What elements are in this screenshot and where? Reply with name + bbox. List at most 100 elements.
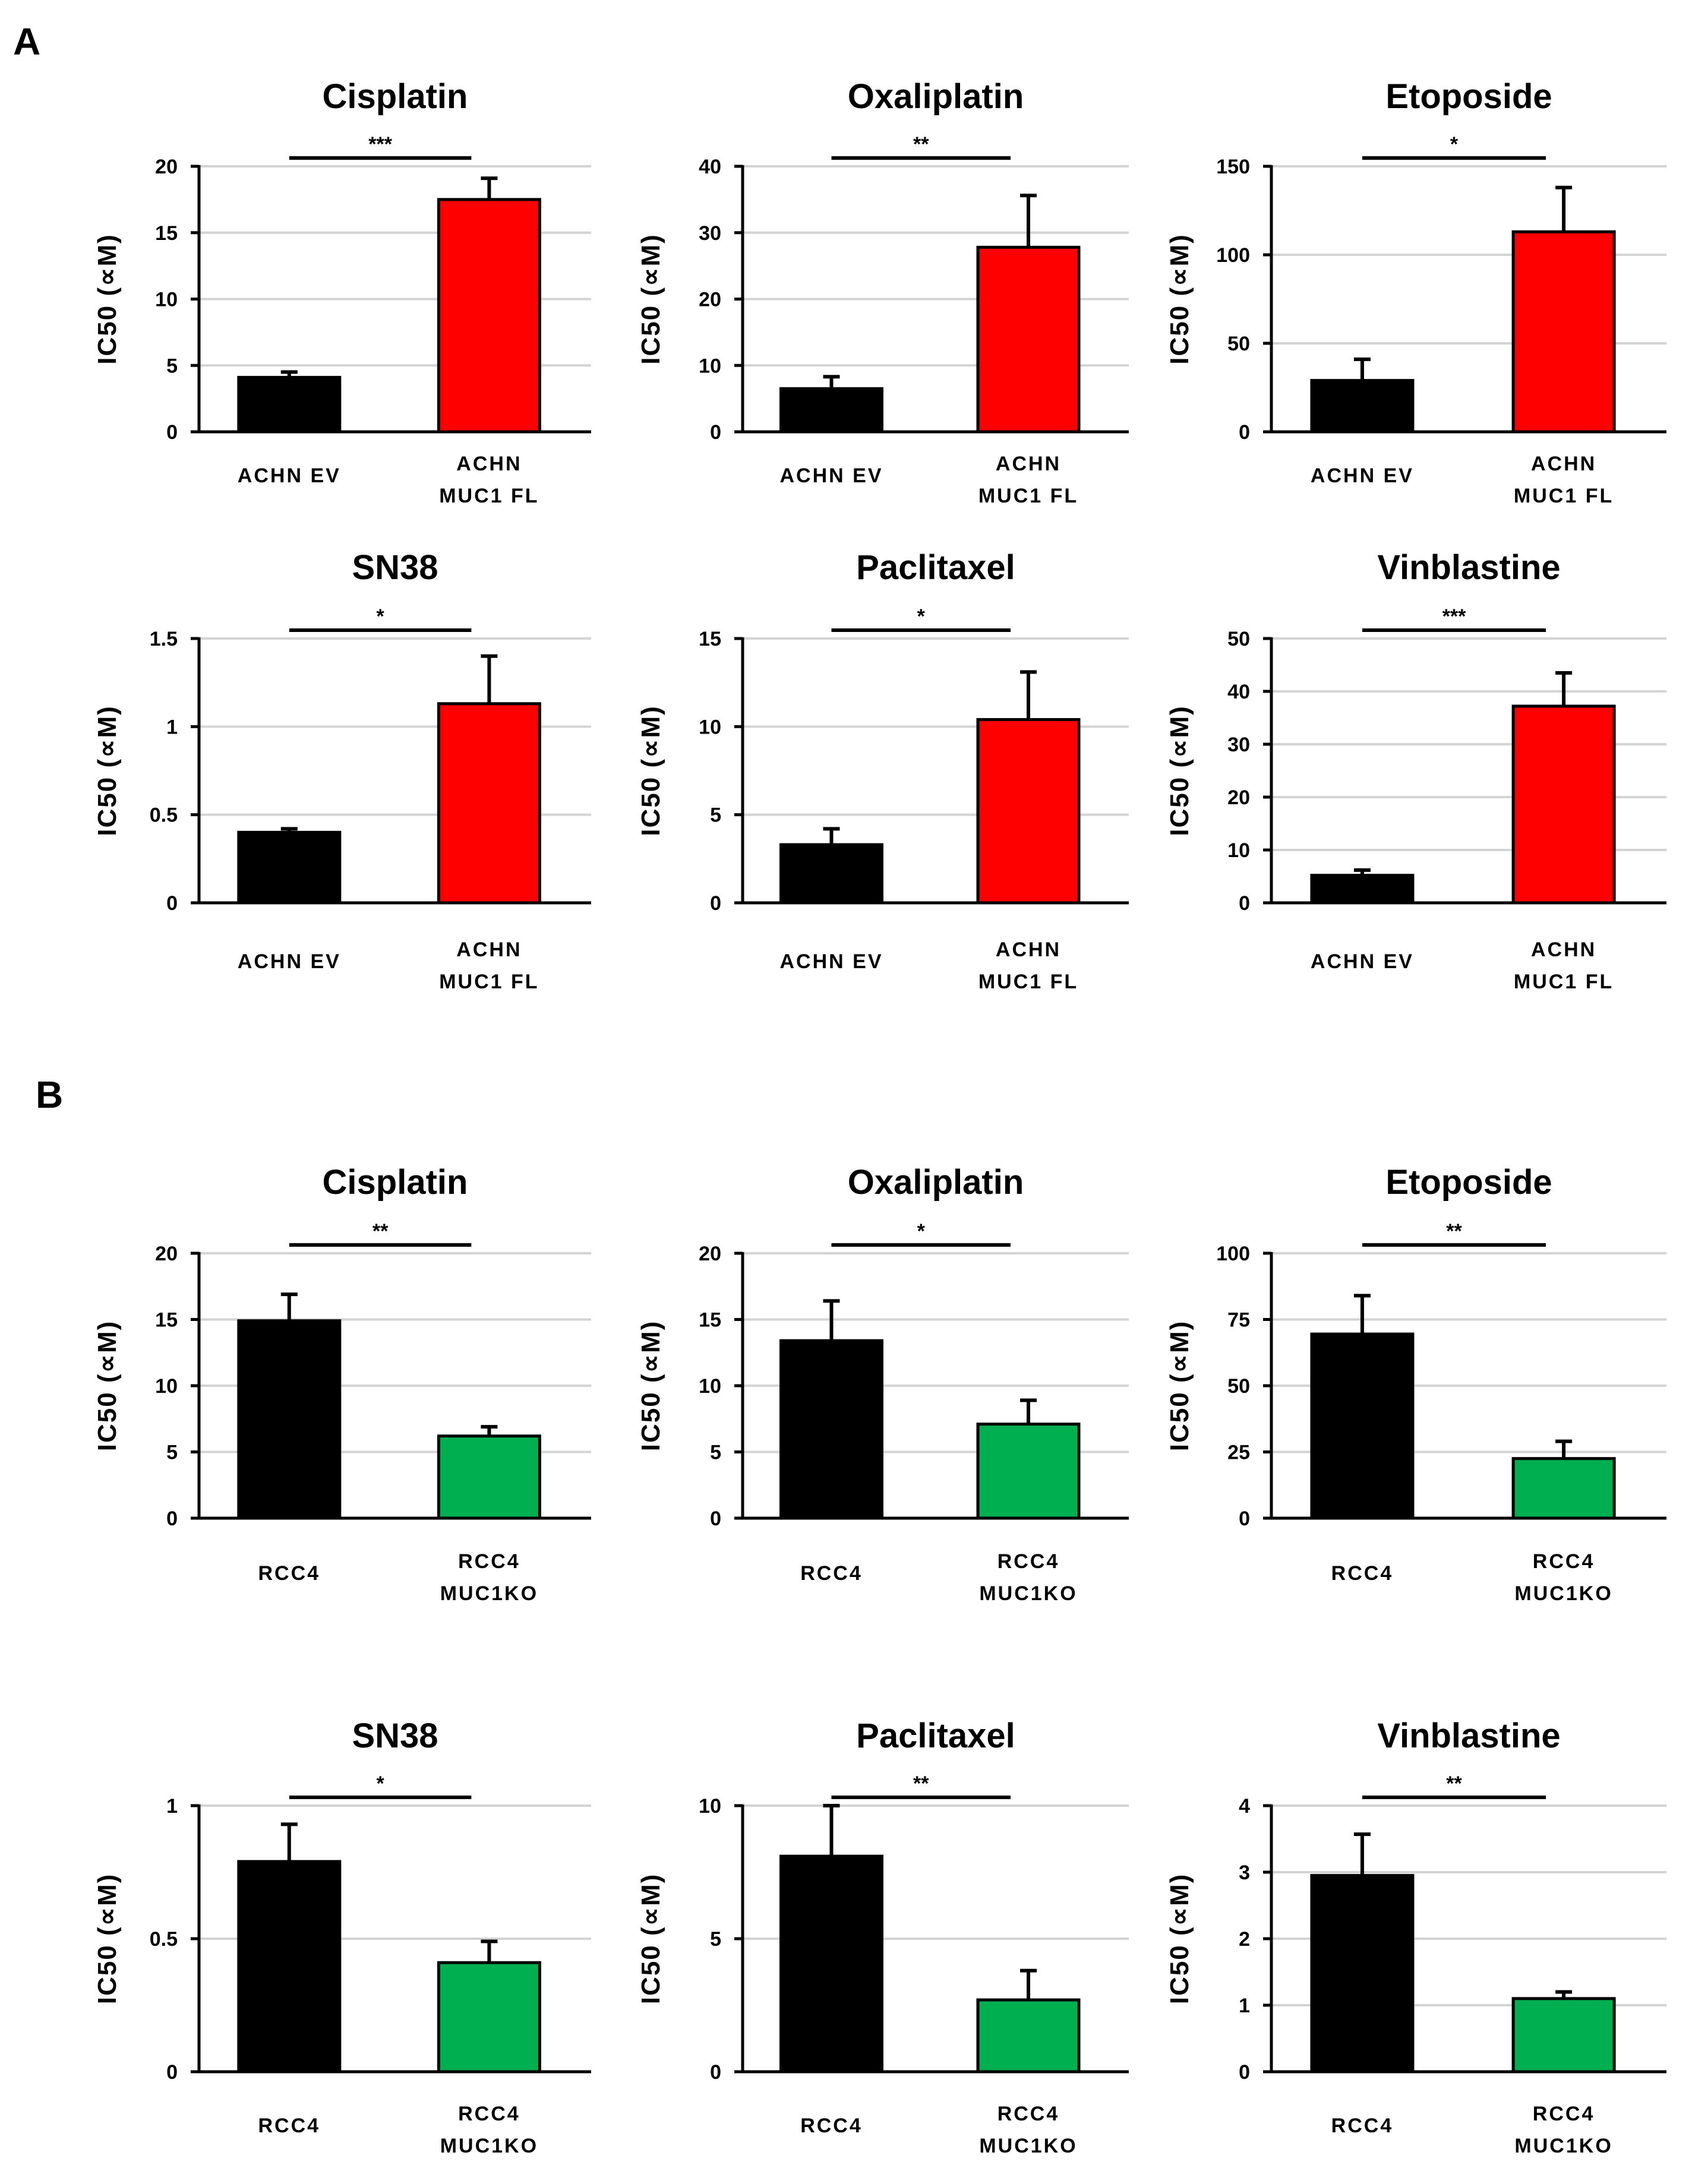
category-label: ACHN: [456, 938, 522, 961]
y-tick-label: 0: [166, 421, 178, 444]
y-tick-label: 0.5: [150, 804, 178, 827]
chart-4: SN38 0 0.5 1 1.5 IC50 (∝M) ACHN EV ACHN MUC1 FL *: [93, 548, 591, 993]
significance-stars: ***: [368, 133, 392, 156]
y-axis-label: IC50 (∝M): [93, 705, 122, 836]
chart-9: Etoposide 0 25 50 75 100 IC50 (∝M) RCC4 RCC4 MUC1…: [1165, 1163, 1666, 1605]
category-label: MUC1 FL: [1514, 971, 1614, 993]
y-tick-label: 0: [1239, 421, 1250, 444]
chart-7: Cisplatin 0 5 10 15 20 IC50 (∝M) RCC4 RCC4 MUC1KO…: [93, 1163, 591, 1605]
chart-title: Vinblastine: [1377, 1717, 1560, 1755]
category-label: RCC4: [258, 2115, 321, 2137]
bar-control: [1310, 379, 1415, 434]
category-label: ACHN: [996, 938, 1061, 961]
y-tick-label: 10: [699, 1375, 721, 1398]
category-label: RCC4: [1331, 1562, 1394, 1585]
y-tick-label: 10: [155, 1375, 178, 1398]
significance-stars: **: [1446, 1220, 1462, 1243]
chart-title: Cisplatin: [323, 1163, 468, 1202]
bar-control: [237, 830, 342, 905]
category-label: ACHN: [1531, 453, 1596, 475]
category-label: MUC1KO: [1514, 2135, 1612, 2157]
y-tick-label: 5: [166, 355, 178, 377]
category-label: ACHN EV: [1311, 464, 1414, 487]
chart-title: Oxaliplatin: [848, 1163, 1024, 1202]
y-tick-label: 4: [1239, 1795, 1250, 1818]
category-label: RCC4: [458, 1550, 520, 1573]
y-tick-label: 100: [1216, 1243, 1250, 1265]
y-tick-label: 25: [1227, 1442, 1250, 1464]
chart-title: Vinblastine: [1377, 548, 1560, 587]
bar-control: [779, 1339, 883, 1520]
y-tick-label: 5: [710, 1928, 721, 1951]
y-tick-label: 150: [1216, 156, 1250, 178]
chart-11: Paclitaxel 0 5 10 IC50 (∝M) RCC4 RCC4 MUC1KO **: [636, 1717, 1129, 2157]
bar-control: [237, 1319, 342, 1520]
y-tick-label: 20: [699, 289, 721, 311]
category-label: ACHN EV: [779, 950, 883, 973]
chart-2: Oxaliplatin 0 10 20 30 40 IC50 (∝M) ACHN EV ACHN…: [636, 77, 1129, 507]
y-tick-label: 10: [699, 355, 721, 377]
category-label: RCC4: [1331, 2115, 1394, 2137]
y-tick-label: 1: [166, 1795, 178, 1818]
y-tick-label: 0: [710, 421, 721, 444]
bar-treatment: [976, 1423, 1081, 1520]
y-tick-label: 0: [1239, 2061, 1250, 2084]
bar-control: [237, 375, 342, 434]
y-tick-label: 40: [699, 156, 721, 178]
chart-8: Oxaliplatin 0 5 10 15 20 IC50 (∝M) RCC4 RCC4 MUC1…: [636, 1163, 1129, 1605]
category-label: ACHN EV: [238, 950, 341, 973]
bar-control: [1310, 1874, 1415, 2074]
y-tick-label: 40: [1227, 681, 1250, 703]
y-tick-label: 0: [1239, 1507, 1250, 1530]
y-tick-label: 0: [166, 892, 178, 915]
significance-stars: *: [917, 1220, 926, 1243]
y-tick-label: 20: [155, 156, 178, 178]
category-label: MUC1 FL: [439, 971, 539, 993]
significance-stars: **: [1446, 1772, 1462, 1795]
y-tick-label: 10: [699, 1795, 721, 1818]
y-tick-label: 30: [1227, 734, 1250, 756]
y-axis-label: IC50 (∝M): [1165, 705, 1194, 836]
significance-stars: *: [376, 1772, 384, 1795]
y-tick-label: 20: [155, 1243, 178, 1265]
chart-title: Etoposide: [1385, 1163, 1552, 1202]
y-tick-label: 20: [1227, 786, 1250, 809]
y-tick-label: 5: [710, 804, 721, 827]
category-label: RCC4: [800, 2115, 863, 2137]
y-tick-label: 50: [1227, 1375, 1250, 1398]
category-label: RCC4: [1533, 1550, 1595, 1573]
category-label: RCC4: [1533, 2103, 1595, 2125]
bar-treatment: [976, 718, 1081, 905]
y-tick-label: 100: [1216, 244, 1250, 267]
significance-stars: **: [913, 1772, 929, 1795]
bar-treatment: [437, 702, 541, 905]
y-tick-label: 0: [710, 892, 721, 915]
chart-5: Paclitaxel 0 5 10 15 IC50 (∝M) ACHN EV ACHN MUC1…: [636, 548, 1129, 993]
category-label: RCC4: [997, 1550, 1060, 1573]
category-label: ACHN EV: [238, 464, 341, 487]
bar-treatment: [1511, 1997, 1616, 2074]
y-tick-label: 1: [166, 716, 178, 738]
y-axis-label: IC50 (∝M): [636, 233, 665, 365]
category-label: MUC1KO: [440, 1582, 538, 1605]
y-tick-label: 1.5: [150, 628, 178, 650]
y-tick-label: 15: [155, 222, 178, 245]
category-label: RCC4: [800, 1562, 863, 1585]
y-tick-label: 3: [1239, 1861, 1250, 1884]
y-axis-label: IC50 (∝M): [636, 1873, 665, 2005]
chart-3: Etoposide 0 50 100 150 IC50 (∝M) ACHN EV ACHN MU…: [1165, 77, 1666, 507]
bar-treatment: [976, 245, 1081, 434]
chart-title: Oxaliplatin: [848, 77, 1024, 116]
category-label: MUC1 FL: [1514, 485, 1614, 507]
y-axis-label: IC50 (∝M): [1165, 233, 1194, 365]
category-label: MUC1KO: [1514, 1582, 1612, 1605]
y-tick-label: 10: [1227, 839, 1250, 862]
significance-stars: **: [913, 133, 929, 156]
category-label: MUC1KO: [979, 1582, 1077, 1605]
y-tick-label: 20: [699, 1243, 721, 1265]
significance-stars: **: [373, 1220, 389, 1243]
category-label: RCC4: [997, 2103, 1060, 2125]
category-label: ACHN: [996, 453, 1061, 475]
chart-6: Vinblastine 0 10 20 30 40 50 IC50 (∝M) ACHN EV AC…: [1165, 548, 1666, 993]
